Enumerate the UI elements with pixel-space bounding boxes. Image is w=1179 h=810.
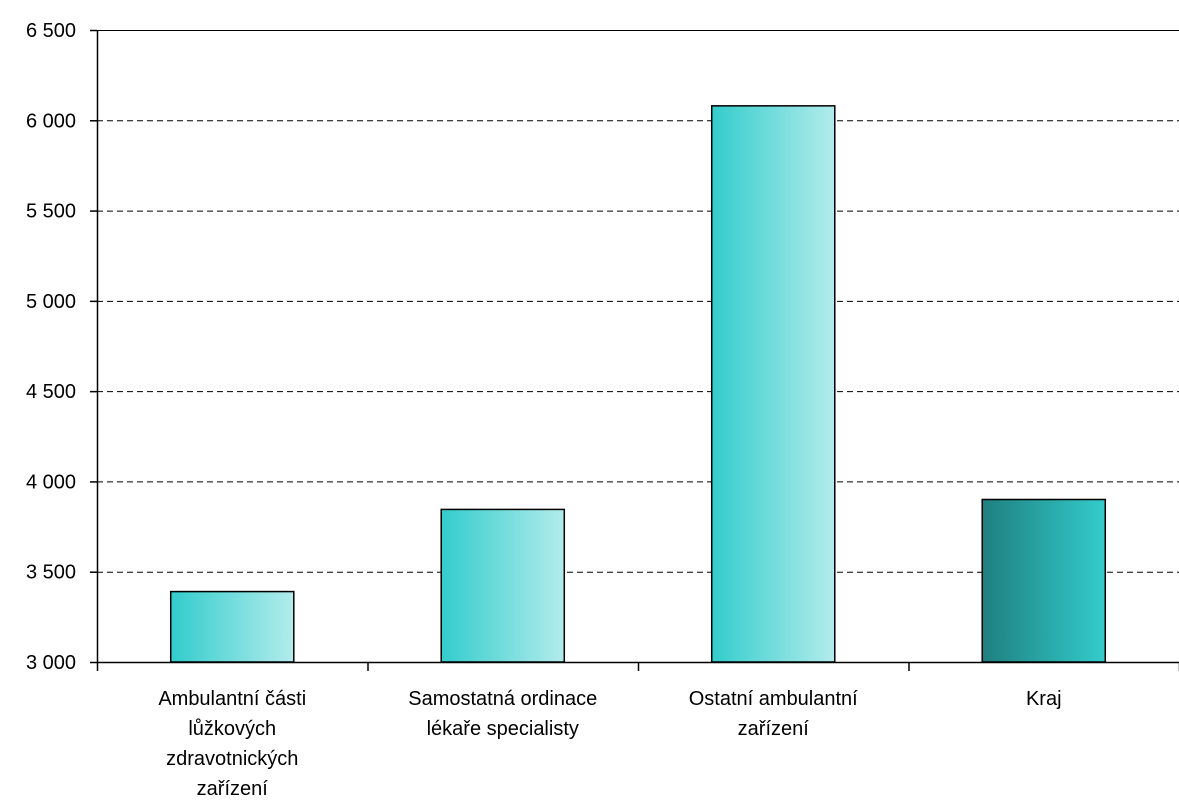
x-tick-label-2: Ostatní ambulantní zařízení	[689, 688, 858, 740]
x-tick-label-0: Ambulantní části lůžkových zdravotnických z…	[158, 688, 306, 800]
bar-1	[440, 508, 566, 663]
y-tick-labels: 3 000 3 500 4 000 4 500 5 000 5 500 6 000 6 500	[26, 20, 76, 674]
axes	[90, 29, 1179, 671]
y-tick-label-3500: 3 500	[26, 562, 76, 584]
y-tick-label-6000: 6 000	[26, 110, 76, 132]
y-tick-label-4000: 4 000	[26, 471, 76, 493]
gridlines	[97, 30, 1179, 573]
bar-3	[981, 498, 1107, 663]
x-tick-label-1: Samostatná ordinace lékaře specialisty	[408, 688, 597, 740]
bar-0	[169, 590, 295, 663]
y-tick-label-6500: 6 500	[26, 20, 76, 42]
bars	[169, 105, 1107, 663]
y-tick-label-5000: 5 000	[26, 291, 76, 313]
x-tick-labels: Ambulantní části lůžkových zdravotnických z…	[158, 688, 1061, 800]
y-tick-label-4500: 4 500	[26, 381, 76, 403]
x-tick-label-3: Kraj	[1026, 688, 1062, 710]
y-tick-label-5500: 5 500	[26, 201, 76, 223]
bar-2	[710, 105, 836, 663]
y-tick-label-3000: 3 000	[26, 652, 76, 674]
